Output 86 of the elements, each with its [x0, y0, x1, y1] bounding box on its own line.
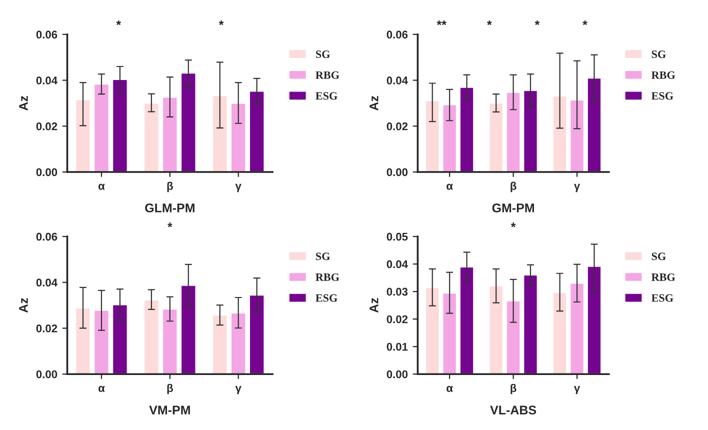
text: * — [116, 20, 122, 26]
y-tick-label: 0.06 — [36, 232, 58, 241]
x-tick-label: α — [446, 184, 453, 190]
legend-label: ESG — [316, 92, 338, 100]
bar — [552, 292, 568, 374]
y-tick-label: 0.03 — [386, 288, 408, 296]
bar — [74, 98, 92, 172]
legend-label: ESG — [651, 294, 674, 302]
x-tick-label: α — [446, 386, 453, 392]
text: * — [510, 222, 516, 228]
bar — [93, 309, 110, 374]
legend-label: SG — [316, 252, 330, 260]
bar — [180, 72, 197, 172]
bar — [162, 308, 178, 374]
legend-label: RBG — [651, 71, 676, 79]
bar — [180, 284, 197, 374]
text: * — [582, 20, 588, 26]
bar — [112, 78, 128, 172]
x-tick-label: β — [510, 384, 516, 394]
x-tick-label: β — [510, 182, 516, 192]
bar — [569, 282, 585, 374]
y-tick-label: 0.06 — [386, 30, 408, 39]
bar — [248, 90, 266, 172]
y-tick-label: 0.00 — [386, 370, 408, 378]
text: * — [218, 20, 224, 26]
x-tick-label: α — [98, 386, 105, 392]
bar — [424, 100, 440, 172]
bar — [212, 314, 228, 374]
bar — [230, 102, 247, 172]
y-tick-label: 0.06 — [36, 30, 58, 39]
bar — [74, 307, 92, 374]
bar — [143, 102, 160, 172]
y-tick-label: 0.00 — [36, 168, 58, 176]
legend-label: RBG — [316, 71, 340, 79]
x-tick-label: γ — [574, 386, 580, 394]
bar — [522, 274, 538, 374]
x-tick-label: γ — [574, 184, 580, 192]
legend-label: RBG — [651, 273, 676, 281]
bar — [93, 83, 110, 172]
bar — [248, 294, 266, 374]
bar — [586, 266, 602, 374]
y-tick-label: 0.04 — [386, 260, 408, 268]
x-axis-title: GLM-PM — [145, 204, 194, 212]
bar — [143, 299, 160, 374]
bar — [586, 77, 602, 172]
bar — [112, 304, 128, 374]
y-tick-label: 0.01 — [386, 342, 408, 351]
bar — [552, 95, 568, 172]
x-tick-label: β — [167, 384, 173, 394]
x-tick-label: γ — [235, 386, 242, 394]
x-axis-title: GM-PM — [492, 204, 534, 212]
y-tick-label: 0.04 — [386, 76, 408, 84]
bar — [230, 312, 247, 374]
text: * — [168, 222, 172, 228]
bar — [424, 286, 440, 374]
text: ** — [436, 20, 446, 26]
x-axis-title: VM-PM — [149, 406, 190, 414]
text: * — [534, 20, 540, 26]
y-tick-label: 0.04 — [36, 76, 58, 84]
x-tick-label: β — [167, 182, 173, 192]
y-axis-title: Az — [19, 96, 28, 111]
x-tick-label: α — [98, 184, 105, 190]
y-tick-label: 0.02 — [36, 324, 58, 332]
legend-label: RBG — [316, 273, 340, 281]
text: * — [487, 20, 492, 26]
bar — [212, 94, 228, 172]
bar — [569, 99, 585, 172]
y-tick-label: 0.02 — [36, 122, 58, 130]
y-tick-label: 0.02 — [386, 315, 408, 324]
legend-label: SG — [652, 50, 666, 58]
y-tick-label: 0.02 — [386, 122, 408, 130]
y-tick-label: 0.05 — [386, 232, 408, 241]
legend-label: SG — [652, 252, 666, 260]
y-axis-title: Az — [19, 298, 28, 313]
legend-label: ESG — [651, 92, 674, 100]
bar — [162, 96, 178, 172]
y-tick-label: 0.04 — [36, 278, 58, 286]
y-axis-title: Az — [370, 298, 378, 313]
y-tick-label: 0.00 — [36, 370, 58, 378]
legend-label: SG — [316, 50, 330, 58]
legend-label: ESG — [316, 294, 338, 302]
y-axis-title: Az — [370, 96, 378, 111]
bar — [522, 90, 538, 172]
y-tick-label: 0.00 — [386, 168, 408, 176]
x-tick-label: γ — [235, 184, 242, 192]
x-axis-title: VL-ABS — [490, 406, 536, 414]
